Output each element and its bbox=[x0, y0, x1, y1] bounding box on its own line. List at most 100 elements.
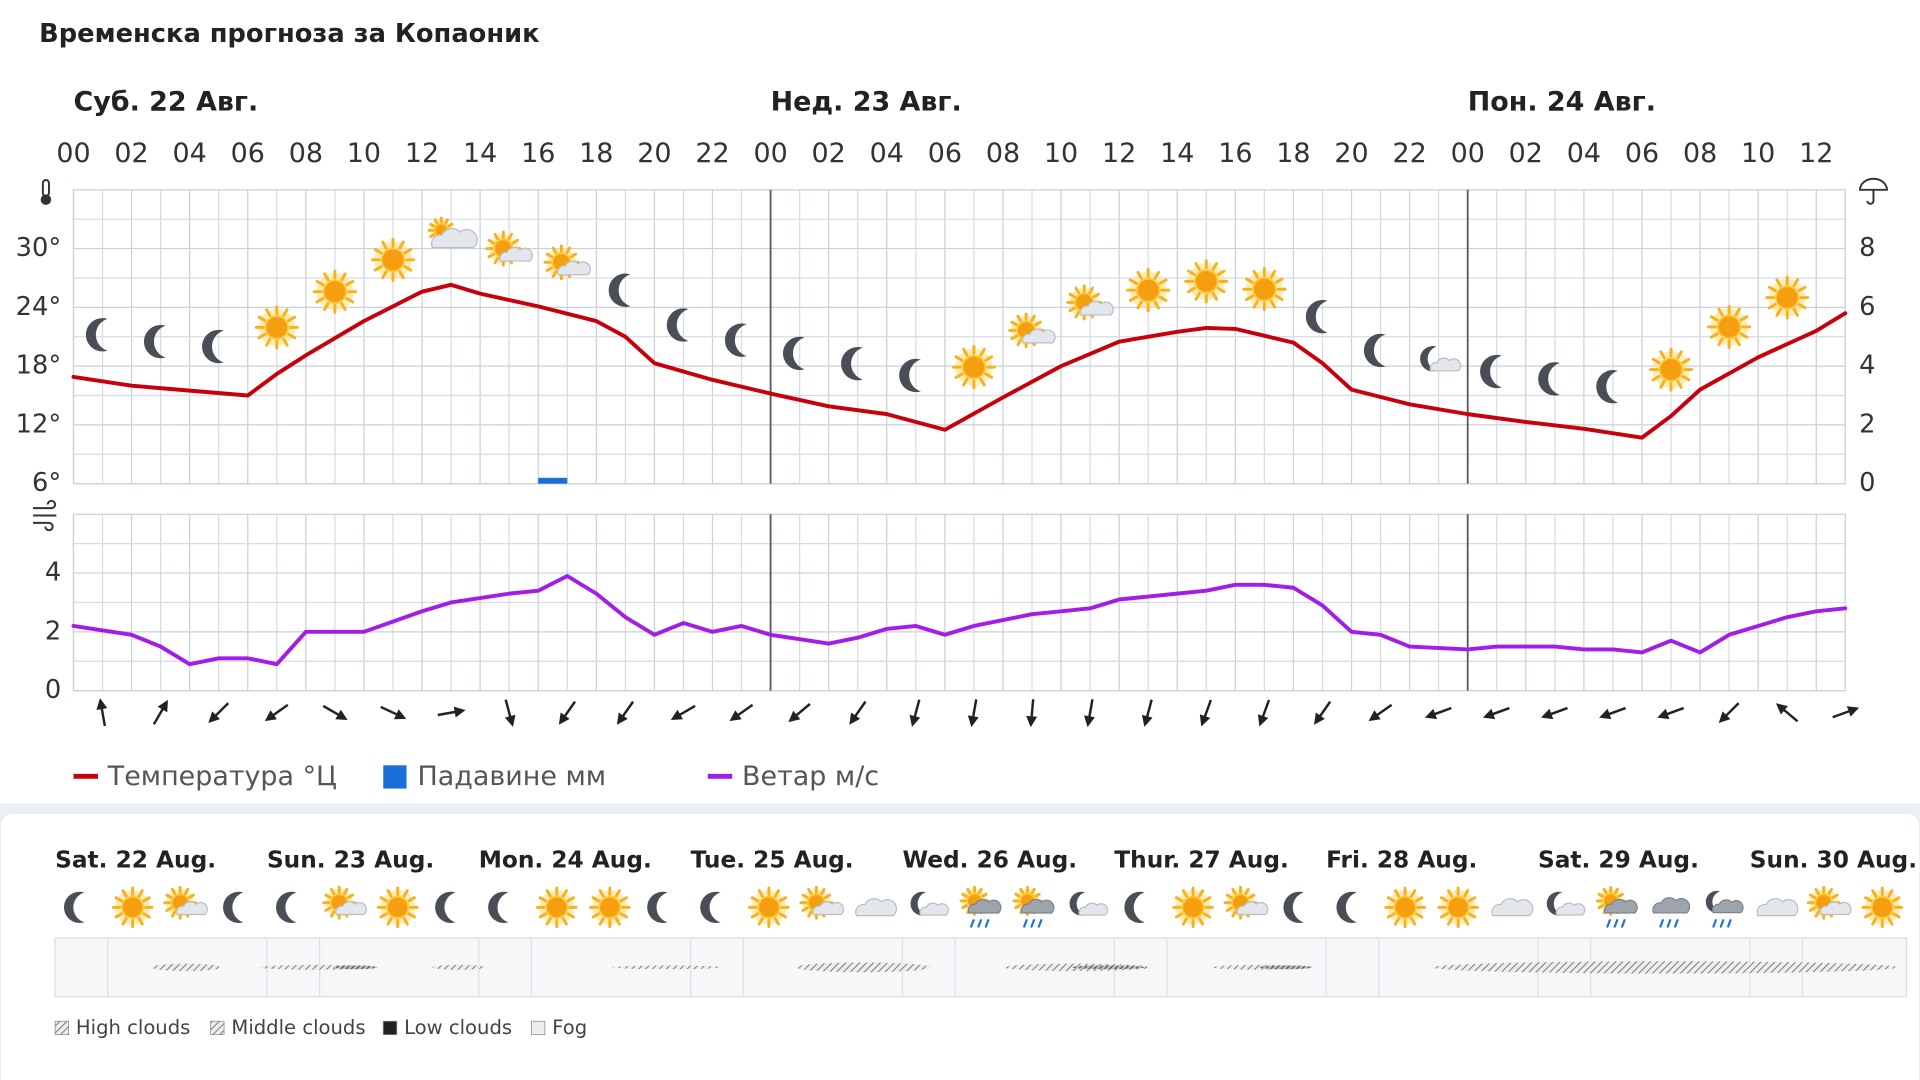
x-tick-label: 06 bbox=[928, 138, 962, 169]
cloud-shape bbox=[1078, 902, 1109, 916]
sun-ray bbox=[1016, 338, 1023, 347]
daily-icon bbox=[488, 891, 509, 923]
weather-icon bbox=[724, 323, 747, 357]
sun-ray bbox=[1014, 892, 1022, 898]
wind-arrow bbox=[1314, 700, 1332, 725]
wind-arrow bbox=[1084, 699, 1095, 728]
cloud-shape bbox=[499, 246, 533, 262]
arrow-head bbox=[1482, 708, 1496, 720]
sun-ray bbox=[1174, 912, 1184, 919]
wind-arrow bbox=[616, 700, 635, 725]
x-tick-label: 10 bbox=[1044, 138, 1078, 169]
cloud-shape bbox=[557, 260, 591, 276]
weather-icon bbox=[1126, 268, 1171, 313]
sun-ray bbox=[121, 917, 128, 926]
sun-ray bbox=[1247, 893, 1256, 900]
sun-ray bbox=[614, 889, 621, 898]
sun-ray bbox=[966, 887, 972, 895]
daily-icon bbox=[855, 898, 897, 917]
day-label: Суб. 22 Авг. bbox=[73, 86, 258, 117]
sun-ray bbox=[493, 232, 500, 241]
daily-icon bbox=[959, 885, 1002, 928]
daily-icon bbox=[1012, 885, 1055, 928]
rain-drop bbox=[1613, 919, 1619, 928]
cloud-strip bbox=[54, 937, 1908, 998]
sun-ray bbox=[538, 896, 548, 903]
sun-ray bbox=[1814, 910, 1821, 918]
daily-icon bbox=[1437, 886, 1479, 929]
arrow-head bbox=[1599, 708, 1612, 720]
wind-arrow bbox=[1832, 706, 1860, 719]
sun-ray bbox=[1797, 285, 1807, 293]
sun-ray bbox=[1463, 917, 1470, 926]
sun-ray bbox=[619, 896, 628, 903]
day-label: Tue. 25 Aug. bbox=[691, 846, 854, 873]
x-tick-label: 16 bbox=[1218, 138, 1252, 169]
arrow-head bbox=[1718, 711, 1731, 724]
sun-ray bbox=[1467, 896, 1477, 903]
sun-ray bbox=[807, 910, 813, 918]
weather-icon bbox=[1648, 347, 1694, 392]
sun-ray bbox=[381, 240, 388, 250]
weather-icon bbox=[841, 347, 863, 381]
weather-icon bbox=[1242, 267, 1287, 312]
daily-icon bbox=[1124, 891, 1145, 923]
rain-drop bbox=[1727, 919, 1732, 928]
sun-ray bbox=[1074, 286, 1081, 295]
rain-drop bbox=[970, 919, 975, 928]
day-label: Sat. 29 Aug. bbox=[1538, 846, 1699, 873]
y-tick-label: 24° bbox=[16, 292, 62, 322]
moon-shape bbox=[1283, 891, 1304, 923]
sun-ray bbox=[1181, 917, 1189, 926]
sun-ray bbox=[257, 315, 267, 323]
cloud-shape bbox=[967, 898, 1002, 914]
cloud-shape bbox=[1819, 901, 1852, 916]
arrow-head bbox=[1846, 706, 1860, 717]
sun-ray bbox=[979, 347, 986, 357]
sun-ray bbox=[1202, 912, 1212, 919]
wind-arrow bbox=[849, 700, 867, 725]
sun-core bbox=[1774, 285, 1800, 310]
sun-ray bbox=[1891, 912, 1901, 919]
x-tick-label: 00 bbox=[56, 138, 90, 169]
sun-ray bbox=[591, 912, 601, 919]
rain-drop bbox=[1674, 919, 1679, 928]
sun-ray bbox=[1393, 917, 1401, 926]
sun-ray bbox=[1016, 314, 1023, 323]
sun-ray bbox=[1092, 292, 1100, 299]
sun-ray bbox=[1136, 300, 1143, 310]
sun-ray bbox=[1074, 310, 1081, 319]
sun-ray bbox=[1734, 337, 1741, 347]
arrow-head bbox=[558, 712, 570, 725]
sun-ray bbox=[379, 896, 389, 903]
moon-shape bbox=[1705, 890, 1721, 913]
day-label: Пон. 24 Авг. bbox=[1468, 86, 1656, 117]
sun-core bbox=[1393, 895, 1417, 919]
sun-ray bbox=[287, 315, 297, 323]
wind-arrow bbox=[152, 699, 168, 725]
rain-drop bbox=[1606, 919, 1611, 928]
sun-ray bbox=[187, 893, 195, 900]
cloud-shape bbox=[1236, 901, 1269, 916]
wind-arrow bbox=[729, 703, 754, 722]
sun-ray bbox=[1739, 332, 1749, 339]
sun-ray bbox=[1651, 374, 1661, 382]
sun-ray bbox=[170, 887, 177, 896]
day-label: Нед. 23 Авг. bbox=[771, 86, 962, 117]
sun-ray bbox=[1197, 917, 1205, 926]
sun-ray bbox=[1659, 379, 1666, 389]
day-label: Sun. 23 Aug. bbox=[267, 846, 434, 873]
weather-icon bbox=[1765, 275, 1810, 320]
sun-ray bbox=[566, 912, 575, 919]
weather-icon bbox=[1363, 333, 1386, 368]
sun-ray bbox=[1681, 374, 1691, 382]
sun-ray bbox=[1386, 896, 1396, 903]
sun-ray bbox=[1739, 315, 1749, 322]
sun-ray bbox=[282, 308, 289, 318]
sun-ray bbox=[1194, 262, 1201, 271]
rain-drop bbox=[1030, 919, 1036, 928]
sun-ray bbox=[984, 355, 994, 362]
sun-ray bbox=[778, 896, 788, 903]
legend-swatch bbox=[382, 1020, 398, 1036]
sun-ray bbox=[407, 912, 416, 919]
